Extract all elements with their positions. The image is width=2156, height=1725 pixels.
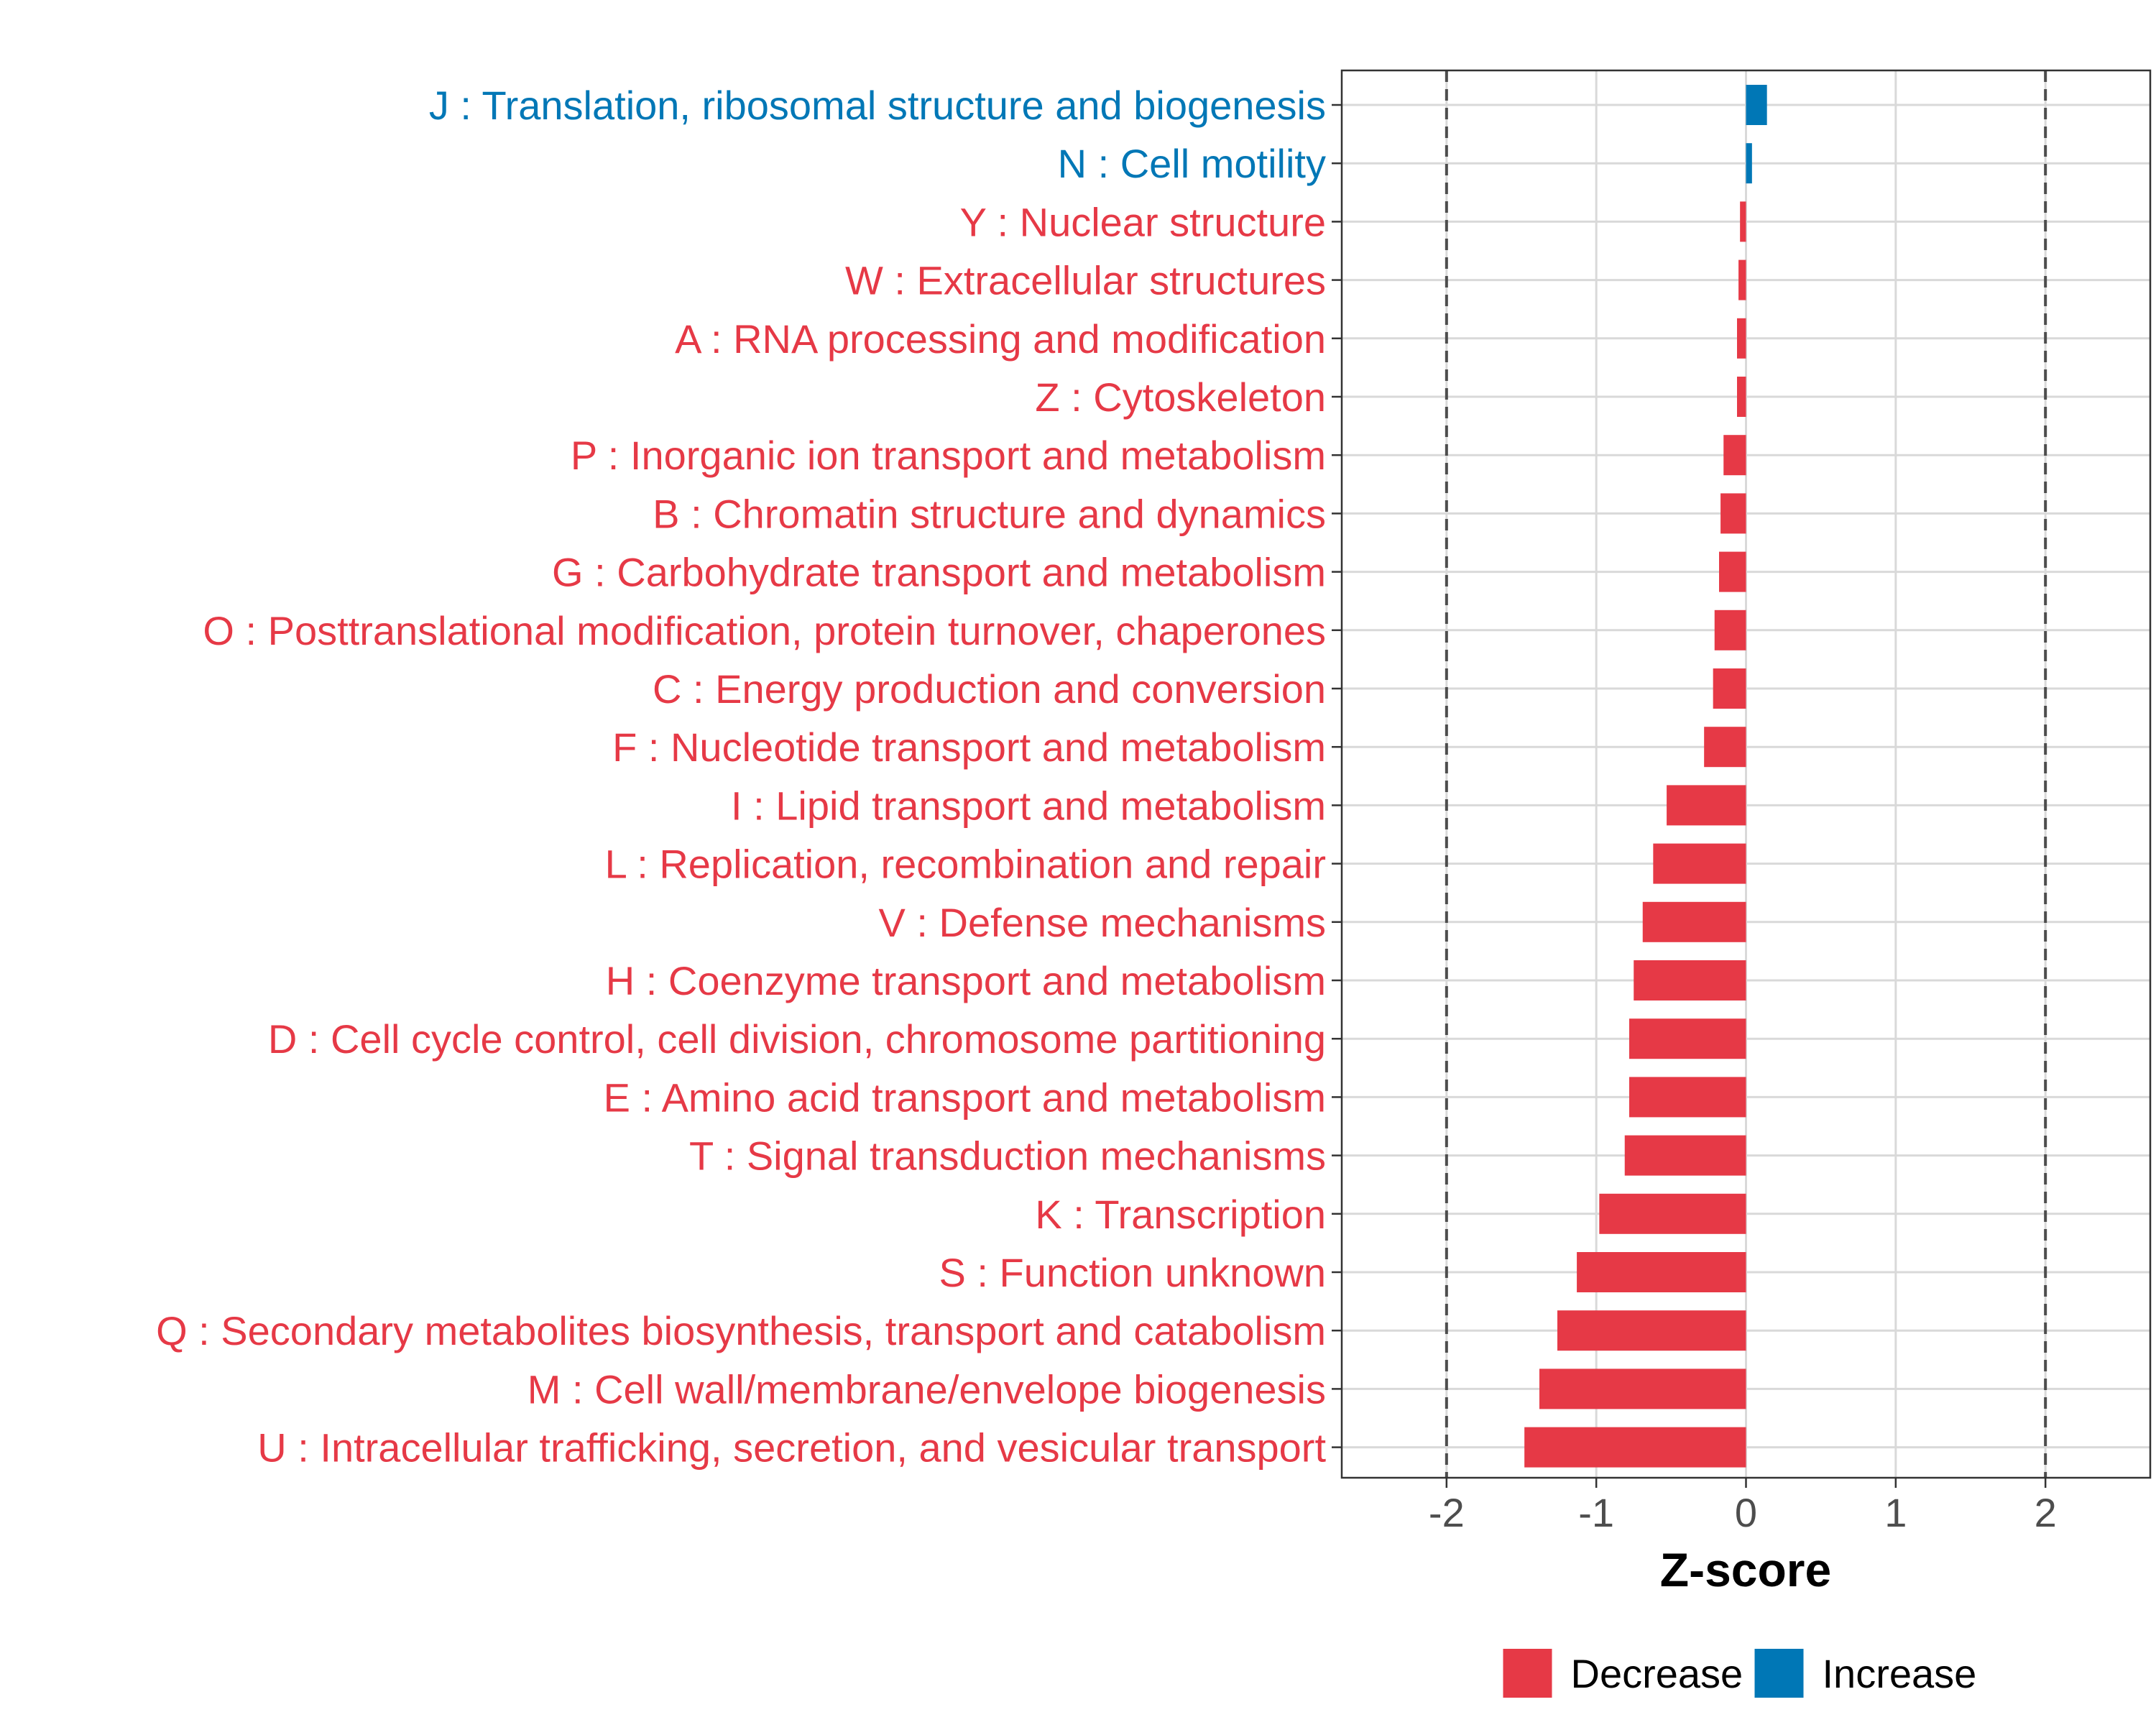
- reference-lines: [1445, 70, 2047, 1478]
- bar-f: [1704, 727, 1746, 768]
- bar-m: [1539, 1368, 1746, 1409]
- bar-l: [1653, 843, 1746, 884]
- legend-label-increase: Increase: [1823, 1651, 1977, 1696]
- bar-e: [1629, 1077, 1746, 1118]
- category-label: V : Defense mechanisms: [879, 900, 1326, 945]
- category-label: O : Posttranslational modification, prot…: [203, 608, 1326, 653]
- category-label: H : Coenzyme transport and metabolism: [606, 958, 1326, 1003]
- bar-a: [1737, 318, 1746, 359]
- x-tick-label: 0: [1735, 1490, 1757, 1535]
- bar-w: [1738, 259, 1746, 300]
- category-label: J : Translation, ribosomal structure and…: [429, 83, 1326, 128]
- category-label: F : Nucleotide transport and metabolism: [612, 724, 1326, 770]
- category-label: N : Cell motility: [1058, 141, 1326, 186]
- category-label: Z : Cytoskeleton: [1035, 374, 1326, 420]
- x-axis-title: Z-score: [1660, 1543, 1831, 1596]
- x-tick-label: -2: [1429, 1490, 1465, 1535]
- y-axis-ticks: [1332, 104, 1342, 1448]
- bar-p: [1723, 435, 1746, 476]
- category-label: U : Intracellular trafficking, secretion…: [257, 1425, 1326, 1471]
- bar-q: [1557, 1310, 1746, 1351]
- x-tick-label: 1: [1884, 1490, 1907, 1535]
- bar-t: [1624, 1135, 1746, 1176]
- category-label: S : Function unknown: [939, 1250, 1326, 1295]
- category-label: P : Inorganic ion transport and metaboli…: [571, 433, 1326, 478]
- category-label: W : Extracellular structures: [845, 258, 1326, 303]
- bars: [1524, 85, 1767, 1468]
- bar-z: [1737, 377, 1746, 417]
- bar-n: [1746, 143, 1752, 184]
- bar-d: [1629, 1018, 1746, 1059]
- x-tick-label: 2: [2035, 1490, 2057, 1535]
- legend-label-decrease: Decrease: [1571, 1651, 1743, 1696]
- category-label: D : Cell cycle control, cell division, c…: [268, 1016, 1326, 1062]
- category-label: T : Signal transduction mechanisms: [689, 1133, 1326, 1179]
- bar-i: [1667, 785, 1746, 826]
- category-label: A : RNA processing and modification: [675, 316, 1326, 362]
- category-label: K : Transcription: [1035, 1192, 1326, 1237]
- x-tick-label: -1: [1578, 1490, 1614, 1535]
- bar-y: [1740, 201, 1746, 242]
- category-label: Q : Secondary metabolites biosynthesis, …: [156, 1308, 1326, 1353]
- bar-b: [1720, 493, 1746, 534]
- bar-c: [1713, 668, 1746, 709]
- category-label: C : Energy production and conversion: [653, 666, 1326, 712]
- category-label: L : Replication, recombination and repai…: [605, 842, 1326, 887]
- bar-g: [1719, 551, 1746, 592]
- bar-k: [1599, 1193, 1746, 1234]
- category-label: I : Lipid transport and metabolism: [731, 783, 1326, 828]
- bar-h: [1634, 960, 1746, 1000]
- y-axis-category-labels: J : Translation, ribosomal structure and…: [156, 83, 1326, 1471]
- category-label: B : Chromatin structure and dynamics: [653, 491, 1326, 536]
- category-label: E : Amino acid transport and metabolism: [604, 1075, 1326, 1120]
- bar-j: [1746, 85, 1767, 125]
- bar-o: [1714, 610, 1746, 650]
- legend-key-increase: [1754, 1649, 1804, 1698]
- legend-key-decrease: [1503, 1649, 1552, 1698]
- bar-s: [1577, 1252, 1746, 1292]
- bar-u: [1524, 1427, 1746, 1468]
- category-label: G : Carbohydrate transport and metabolis…: [552, 550, 1326, 595]
- category-label: M : Cell wall/membrane/envelope biogenes…: [528, 1366, 1326, 1412]
- bar-v: [1642, 901, 1746, 942]
- x-axis-ticks: -2 -1 0 1 2: [1429, 1478, 2057, 1535]
- category-label: Y : Nuclear structure: [960, 199, 1326, 244]
- legend: Decrease Increase: [1503, 1649, 1977, 1698]
